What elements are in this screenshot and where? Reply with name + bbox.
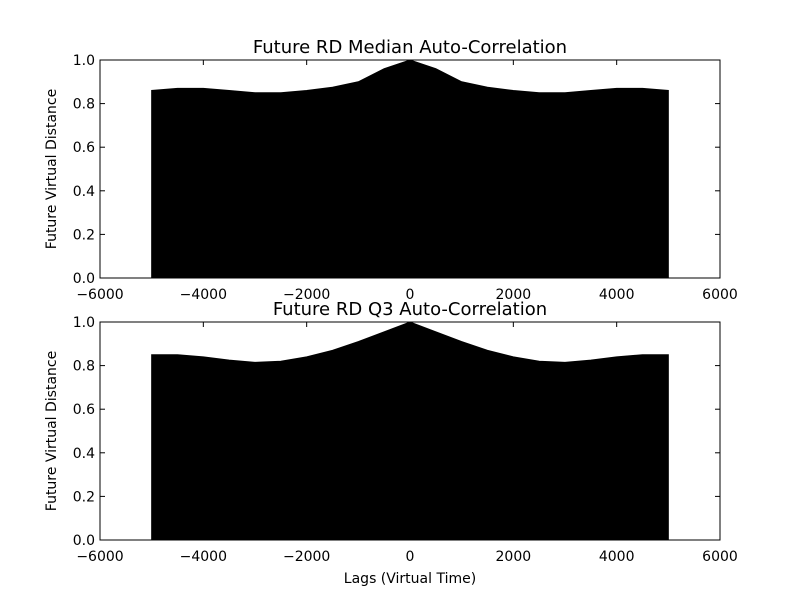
y-tick-label: 1.0 [73, 53, 95, 69]
y-tick-label: 0.8 [73, 359, 95, 375]
tick-layer: −6000 −4000 −2000 0 2000 4000 6000 0.0 0.2 0.4 0.6… [73, 53, 738, 303]
y-tick-label: 0.8 [73, 97, 95, 113]
x-tick-label: 0 [406, 549, 415, 565]
series-area-1 [151, 59, 669, 279]
x-tick-label: −4000 [180, 287, 227, 303]
y-tick-label: 0.6 [73, 140, 95, 156]
x-tick-label: 6000 [702, 549, 738, 565]
x-tick-label: −2000 [283, 549, 330, 565]
y-axis-label: Future Virtual Distance [44, 89, 60, 249]
x-tick-label: 4000 [599, 287, 635, 303]
x-tick-label: 2000 [496, 549, 532, 565]
series-area-1 [151, 321, 669, 541]
y-tick-label: 0.2 [73, 227, 95, 243]
y-tick-label: 0.2 [73, 489, 95, 505]
chart-title: Future RD Median Auto-Correlation [253, 37, 567, 58]
y-tick-label: 0.6 [73, 402, 95, 418]
y-tick-label: 0.0 [73, 271, 95, 287]
subplot-median: −6000 −4000 −2000 0 2000 4000 6000 0.0 0.2 0.4 0.6… [44, 37, 738, 303]
x-tick-label: 6000 [702, 287, 738, 303]
x-tick-label: −6000 [76, 287, 123, 303]
x-tick-label: 0 [406, 287, 415, 303]
x-tick-label: −4000 [180, 549, 227, 565]
series-layer [151, 59, 669, 279]
y-tick-label: 0.4 [73, 184, 95, 200]
x-tick-label: −6000 [76, 549, 123, 565]
series-layer [151, 321, 669, 541]
x-tick-label: 2000 [496, 287, 532, 303]
tick-layer: −6000 −4000 −2000 0 2000 4000 6000 0.0 0.2 0.4 0.6… [73, 315, 738, 565]
y-axis-label: Future Virtual Distance [44, 351, 60, 511]
x-tick-label: 4000 [599, 549, 635, 565]
y-tick-label: 1.0 [73, 315, 95, 331]
subplot-q3: −6000 −4000 −2000 0 2000 4000 6000 0.0 0.2 0.4 0.6… [44, 299, 738, 587]
x-axis-label: Lags (Virtual Time) [344, 571, 476, 587]
y-tick-label: 0.4 [73, 446, 95, 462]
x-tick-label: −2000 [283, 287, 330, 303]
chart-title: Future RD Q3 Auto-Correlation [273, 299, 547, 320]
y-tick-label: 0.0 [73, 533, 95, 549]
